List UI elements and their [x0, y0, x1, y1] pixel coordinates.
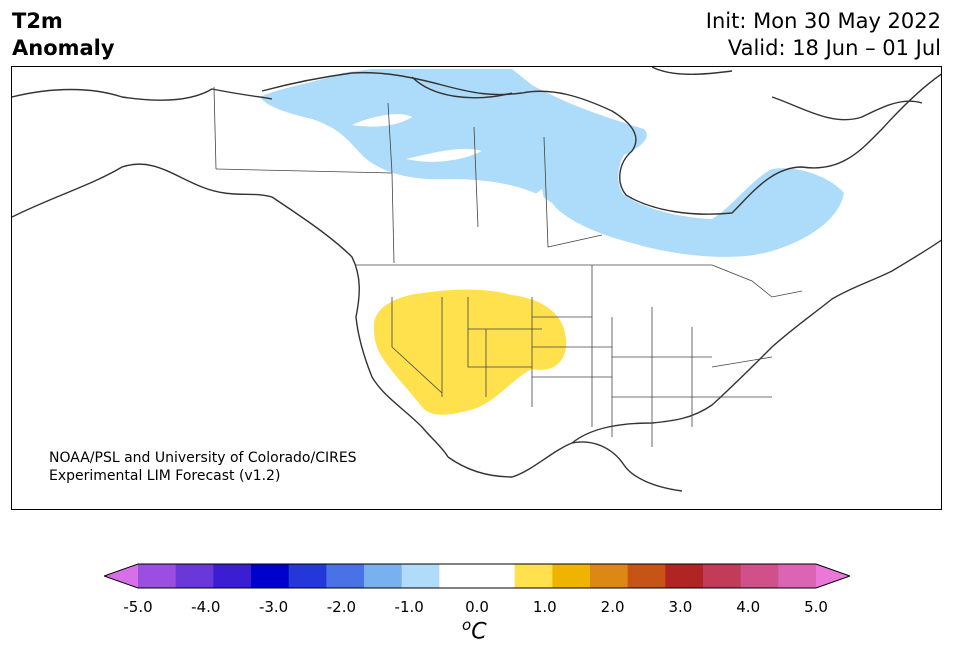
colorbar-segment [778, 564, 817, 588]
credit-line-2: Experimental LIM Forecast (v1.2) [49, 468, 281, 484]
colorbar-segment [401, 564, 440, 588]
colorbar-tick-label: -3.0 [258, 598, 289, 616]
colorbar-segment [213, 564, 252, 588]
lake-shape [406, 148, 482, 162]
credit-text: NOAA/PSL and University of Colorado/CIRE… [49, 449, 357, 485]
unit-symbol: C [471, 619, 487, 645]
colorbar-segment [703, 564, 742, 588]
colorbar-segment [288, 564, 327, 588]
unit-label: oC [462, 616, 487, 644]
anomaly-map [12, 67, 941, 492]
colorbar-tick-label: 2.0 [600, 598, 625, 616]
colorbar-tick-label: -4.0 [191, 598, 221, 616]
map-panel [11, 66, 942, 510]
title-line-2: Anomaly [12, 36, 115, 60]
colorbar-outline [104, 563, 850, 589]
cool-anomaly-region [260, 69, 844, 257]
title-line-1: T2m [12, 9, 63, 33]
colorbar-tick-label: 4.0 [736, 598, 761, 616]
colorbar-extend-low [104, 564, 138, 588]
colorbar-tick-label: 0.0 [465, 598, 489, 616]
credit-line-1: NOAA/PSL and University of Colorado/CIRE… [49, 450, 357, 466]
colorbar-tick-label: 5.0 [804, 598, 828, 616]
colorbar-segment [514, 564, 553, 588]
colorbar-segments [104, 564, 850, 588]
colorbar-segment [740, 564, 779, 588]
map-title: T2m Anomaly [12, 8, 115, 62]
colorbar-segment [552, 564, 591, 588]
colorbar-segment [251, 564, 290, 588]
political-borders [213, 86, 803, 447]
colorbar-segment [439, 564, 478, 588]
colorbar-tick-label: -5.0 [123, 598, 153, 616]
lake-shape [352, 114, 412, 127]
lake-shape [534, 189, 544, 199]
colorbar-segment [364, 564, 403, 588]
colorbar-segment [590, 564, 629, 588]
colorbar-tick-label: -1.0 [394, 598, 424, 616]
warm-anomaly-region [373, 289, 567, 415]
valid-range: Valid: 18 Jun – 01 Jul [727, 36, 941, 60]
colorbar-segment [665, 564, 704, 588]
colorbar [104, 563, 850, 589]
forecast-dates: Init: Mon 30 May 2022 Valid: 18 Jun – 01… [706, 8, 941, 62]
colorbar-segment [138, 564, 177, 588]
coastlines [12, 67, 941, 492]
colorbar-tick-label: 3.0 [668, 598, 693, 616]
colorbar-tick-label: -2.0 [326, 598, 357, 616]
unit-degree: o [462, 616, 472, 634]
colorbar-tick-label: 1.0 [532, 598, 557, 616]
init-date: Init: Mon 30 May 2022 [705, 9, 941, 33]
colorbar-segment [477, 564, 516, 588]
colorbar-segment [326, 564, 365, 588]
colorbar-segment [175, 564, 214, 588]
colorbar-segment [627, 564, 666, 588]
colorbar-extend-high [816, 564, 850, 588]
